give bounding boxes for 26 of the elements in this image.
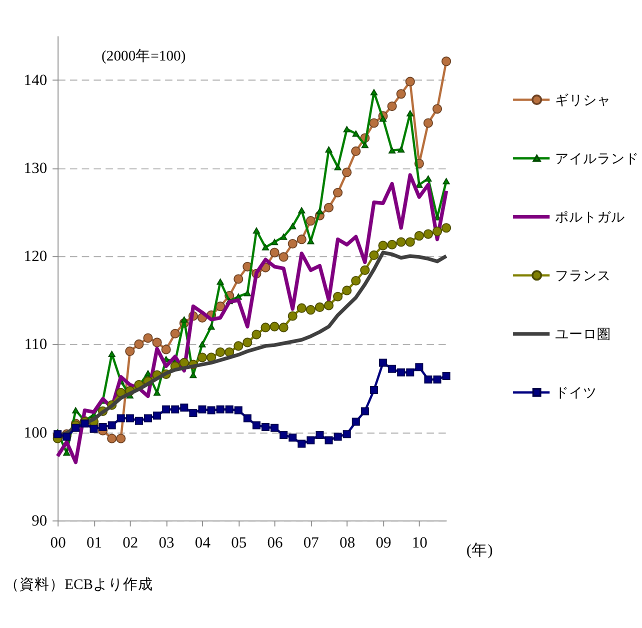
- y-tick-label: 120: [24, 248, 48, 266]
- x-tick-label: 07: [303, 534, 320, 552]
- y-tick-label: 140: [24, 72, 48, 89]
- x-tick-label: 04: [194, 534, 211, 552]
- legend-label: フランス: [555, 268, 612, 283]
- y-tick-label: 100: [24, 424, 48, 442]
- x-axis-title: (年): [466, 542, 493, 560]
- x-tick-label: 10: [412, 534, 428, 552]
- y-tick-label: 90: [32, 512, 48, 530]
- x-tick-label: 00: [50, 534, 66, 552]
- legend-label: アイルランド: [555, 150, 640, 166]
- legend-label: ユーロ圏: [555, 326, 612, 342]
- legend-label: ポルトガル: [555, 209, 626, 224]
- x-tick-label: 03: [158, 534, 175, 552]
- x-tick-label: 08: [340, 534, 356, 552]
- x-tick-label: 09: [376, 534, 392, 552]
- annotation: (2000年=100): [102, 47, 186, 64]
- legend-label: ギリシャ: [555, 92, 612, 108]
- x-tick-label: 05: [231, 534, 247, 552]
- text: （資料）ECBより作成: [4, 576, 154, 594]
- y-tick-label: 130: [24, 160, 48, 177]
- x-tick-label: 02: [122, 534, 138, 552]
- legend-label: ドイツ: [555, 385, 598, 400]
- x-tick-label: 06: [267, 534, 284, 552]
- x-tick-label: 01: [86, 534, 102, 552]
- y-tick-label: 110: [24, 336, 48, 354]
